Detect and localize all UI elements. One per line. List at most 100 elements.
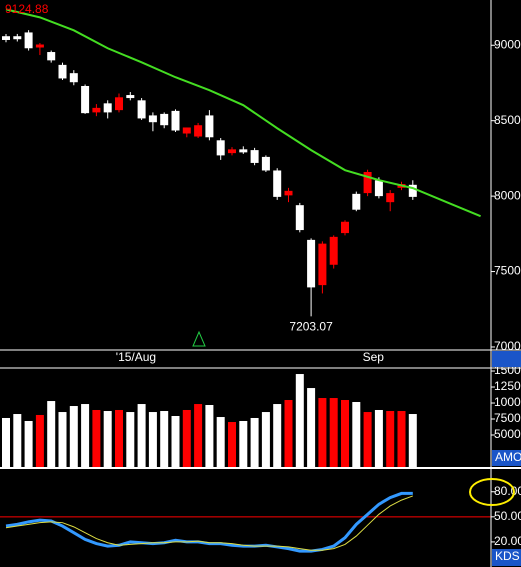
- y-tick-label: 9000: [494, 37, 521, 51]
- moving-average: [5, 8, 481, 218]
- volume-bar: [228, 422, 236, 467]
- volume-bar: [295, 374, 304, 467]
- y-tick-label: 80.00: [494, 484, 521, 498]
- volume-bar: [397, 411, 406, 467]
- volume-bar: [341, 400, 349, 467]
- volume-bar: [273, 404, 282, 467]
- volume-bar: [329, 398, 338, 467]
- candle-body: [261, 156, 270, 171]
- y-tick-label: 5000: [494, 427, 521, 441]
- panel-label: KDS: [495, 549, 520, 563]
- candle-body: [228, 149, 236, 154]
- volume-bar: [205, 404, 214, 467]
- y-tick-label: 10000: [494, 395, 521, 409]
- x-tick-label: Sep: [363, 350, 385, 364]
- candle-body: [182, 127, 191, 134]
- candle-body: [205, 115, 214, 138]
- candle-body: [160, 113, 169, 126]
- volume-bar: [194, 404, 203, 467]
- y-tick-label: 7500: [494, 264, 521, 278]
- volume-bar: [386, 411, 395, 467]
- volume-bar: [148, 412, 157, 467]
- candle-body: [216, 140, 225, 156]
- oscillator-line: [5, 495, 413, 551]
- volume-bar: [284, 400, 293, 467]
- candle-body: [284, 190, 293, 196]
- candle-body: [148, 115, 157, 123]
- x-tick-label: '15/Aug: [116, 350, 156, 364]
- candle-body: [329, 236, 338, 265]
- volume-bar: [239, 420, 248, 467]
- panel-label-box: [492, 549, 521, 566]
- y-tick-label: 7500: [494, 411, 521, 425]
- candle-body: [47, 52, 56, 61]
- y-tick-label: 12500: [494, 379, 521, 393]
- volume-bar: [408, 414, 417, 467]
- chart-title: 9124.88: [5, 2, 49, 16]
- candle-body: [352, 193, 361, 210]
- candle-body: [239, 149, 248, 153]
- volume-bar: [13, 414, 22, 467]
- volume-bar: [250, 417, 259, 467]
- volume-bar: [160, 411, 169, 467]
- volume-bar: [47, 401, 56, 467]
- panel-label: AMO: [495, 450, 521, 464]
- candle-body: [81, 85, 90, 114]
- oscillator-line: [5, 491, 413, 553]
- volume-bar: [318, 398, 327, 467]
- candle-body: [273, 170, 282, 197]
- candle-body: [408, 184, 417, 197]
- candle-body: [92, 107, 101, 113]
- volume-bar: [363, 412, 372, 467]
- volume-bar: [81, 404, 90, 467]
- volume-bar: [115, 409, 123, 467]
- candle-body: [13, 36, 22, 40]
- y-tick-label: 50.00: [494, 509, 521, 523]
- candle-body: [341, 221, 349, 234]
- axis-box: [492, 351, 521, 367]
- volume-bar: [374, 409, 383, 467]
- candle-body: [24, 32, 33, 49]
- candle-body: [126, 95, 135, 99]
- candle-body: [103, 103, 112, 113]
- signal-marker: [192, 330, 206, 347]
- candle-body: [2, 36, 10, 40]
- annotation: 7203.07: [289, 320, 333, 334]
- volume-bar: [92, 409, 101, 467]
- candle-body: [137, 100, 146, 119]
- highlight-ellipse: [469, 478, 515, 506]
- volume-bar: [2, 417, 10, 467]
- candle-body: [250, 150, 259, 163]
- candle-body: [69, 73, 78, 83]
- panel-label-box: [492, 450, 521, 466]
- volume-bar: [69, 406, 78, 467]
- y-tick-label: 20.00: [494, 534, 521, 548]
- y-tick-label: 8000: [494, 188, 521, 202]
- candle-body: [318, 243, 327, 286]
- volume-bar: [307, 388, 316, 467]
- volume-bar: [137, 404, 146, 467]
- candle-body: [363, 171, 372, 194]
- candle-body: [194, 125, 203, 137]
- volume-bar: [24, 420, 33, 467]
- candle-body: [374, 180, 383, 197]
- candle-body: [115, 97, 123, 111]
- candle-body: [386, 193, 395, 203]
- volume-bar: [58, 412, 67, 467]
- volume-bar: [182, 409, 191, 467]
- volume-bar: [216, 417, 225, 467]
- candle-body: [295, 205, 304, 231]
- volume-bar: [35, 414, 44, 467]
- candle-body: [307, 239, 316, 288]
- candle-body: [58, 64, 67, 79]
- volume-bar: [103, 411, 112, 467]
- y-tick-label: 8500: [494, 113, 521, 127]
- candle-body: [171, 110, 180, 131]
- candle-body: [35, 44, 44, 48]
- volume-bar: [352, 401, 361, 467]
- volume-bar: [126, 412, 135, 467]
